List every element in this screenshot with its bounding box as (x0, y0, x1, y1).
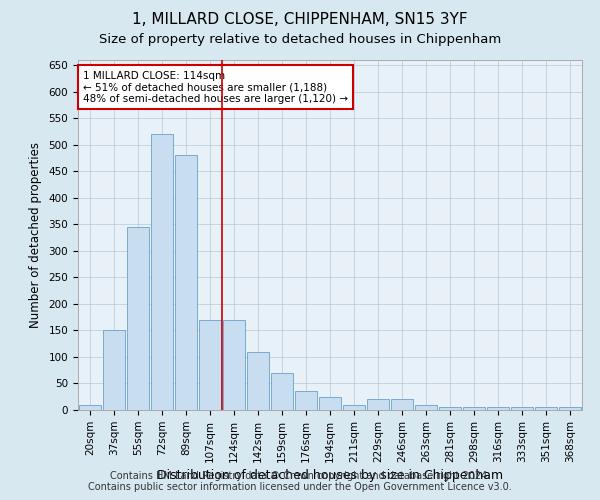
Text: 1 MILLARD CLOSE: 114sqm
← 51% of detached houses are smaller (1,188)
48% of semi: 1 MILLARD CLOSE: 114sqm ← 51% of detache… (83, 70, 348, 104)
Text: Size of property relative to detached houses in Chippenham: Size of property relative to detached ho… (99, 32, 501, 46)
Bar (343, 404, 365, 410)
Bar (271, 373, 293, 410)
Bar (559, 408, 581, 410)
Bar (511, 408, 533, 410)
Bar (391, 400, 413, 410)
Bar (295, 392, 317, 410)
Text: 1, MILLARD CLOSE, CHIPPENHAM, SN15 3YF: 1, MILLARD CLOSE, CHIPPENHAM, SN15 3YF (132, 12, 468, 28)
Bar (103, 330, 125, 410)
Bar (319, 396, 341, 410)
Bar (79, 404, 101, 410)
Bar (127, 227, 149, 410)
Bar (199, 320, 221, 410)
Bar (535, 408, 557, 410)
Bar (463, 408, 485, 410)
Bar (247, 352, 269, 410)
Bar (223, 320, 245, 410)
Bar (415, 404, 437, 410)
Bar (367, 400, 389, 410)
Bar (151, 134, 173, 410)
Bar (175, 156, 197, 410)
Bar (487, 408, 509, 410)
Text: Contains HM Land Registry data © Crown copyright and database right 2024.
Contai: Contains HM Land Registry data © Crown c… (88, 471, 512, 492)
X-axis label: Distribution of detached houses by size in Chippenham: Distribution of detached houses by size … (157, 469, 503, 482)
Bar (439, 408, 461, 410)
Y-axis label: Number of detached properties: Number of detached properties (29, 142, 41, 328)
